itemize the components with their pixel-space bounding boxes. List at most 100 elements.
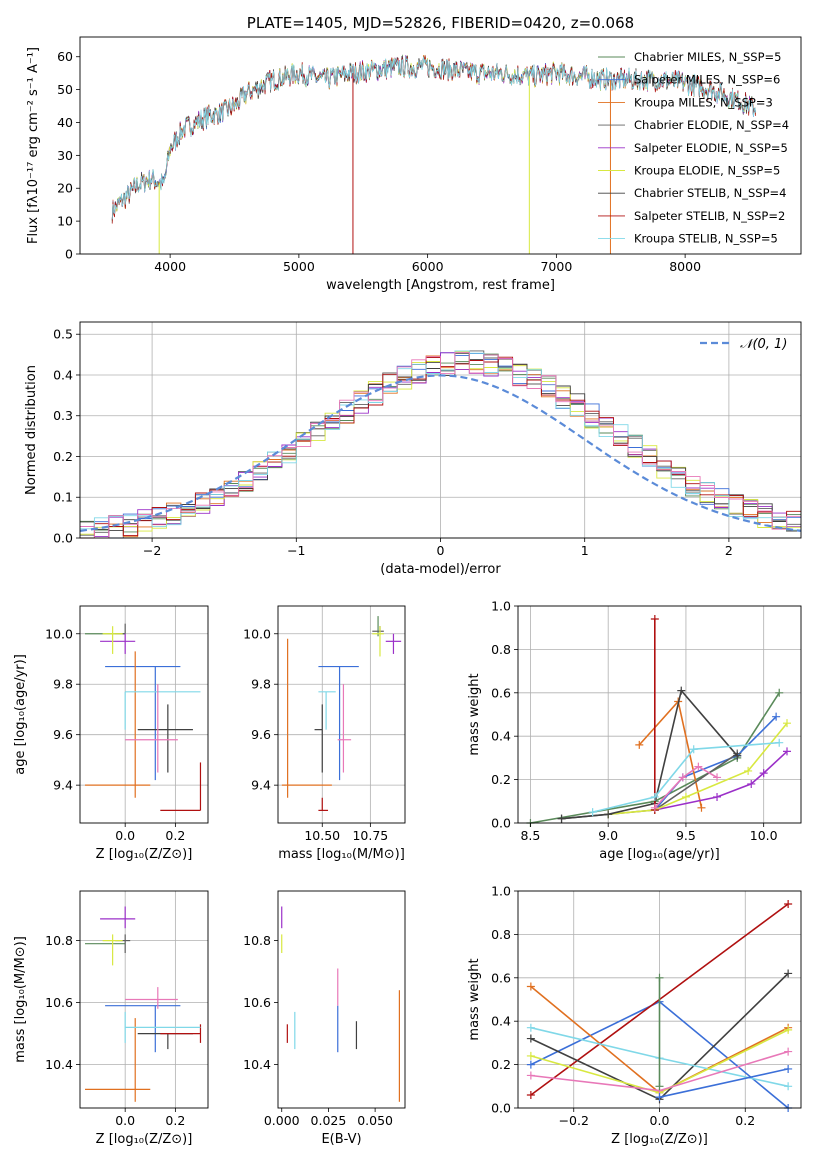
error-bar-point xyxy=(102,934,123,966)
x-tick-label: 9.0 xyxy=(598,828,618,843)
plus-marker xyxy=(784,900,793,909)
error-bar-point xyxy=(124,691,201,730)
plus-marker xyxy=(747,779,756,788)
spectrum-line xyxy=(111,56,757,220)
y-tick-label: 1.0 xyxy=(491,599,511,614)
x-axis-label: Z [log₁₀(Z/Z⊙)] xyxy=(611,1132,708,1147)
plus-marker xyxy=(650,792,659,801)
error-bar-point xyxy=(100,633,136,654)
plus-marker xyxy=(588,808,597,817)
plus-marker xyxy=(775,738,784,747)
grid-lines xyxy=(80,606,208,823)
axes-frame xyxy=(79,321,802,539)
y-tick-label: 0.4 xyxy=(491,1014,511,1029)
plus-marker xyxy=(526,1051,535,1060)
y-axis-label: Normed distribution xyxy=(24,365,39,495)
y-tick-label: 0 xyxy=(65,247,73,262)
error-bar-point xyxy=(102,626,123,654)
error-bar-point xyxy=(385,633,402,654)
plot-area xyxy=(79,350,802,539)
x-tick-label: 6000 xyxy=(412,259,444,274)
y-tick-label: 9.8 xyxy=(251,677,271,692)
y-tick-label: 0.2 xyxy=(53,449,73,464)
y-tick-label: 0.3 xyxy=(53,408,73,423)
y-tick-label: 0.8 xyxy=(491,642,511,657)
legend-entry: Chabrier ELODIE, N_SSP=4 xyxy=(634,118,789,132)
x-tick-label: 1 xyxy=(581,543,589,558)
plus-marker xyxy=(772,712,781,721)
y-axis-label: Flux [fλ10⁻¹⁷ erg cm⁻² s⁻¹ A⁻¹] xyxy=(26,47,41,244)
error-bar-point xyxy=(318,665,359,781)
y-tick-label: 10.8 xyxy=(45,933,73,948)
plus-marker xyxy=(604,810,613,819)
series-line xyxy=(592,741,780,813)
y-tick-label: 10.6 xyxy=(243,995,271,1010)
series-line xyxy=(654,765,718,809)
y-tick-label: 0.8 xyxy=(491,927,511,942)
plus-marker xyxy=(655,1082,664,1091)
x-axis-label: Z [log₁₀(Z/Z⊙)] xyxy=(96,1132,193,1147)
x-tick-label: 0 xyxy=(437,543,445,558)
plot-area xyxy=(85,623,202,811)
legend-entry: Kroupa ELODIE, N_SSP=5 xyxy=(634,164,780,178)
error-bar-point xyxy=(281,638,332,798)
error-bar-point xyxy=(314,704,323,773)
plus-marker xyxy=(557,814,566,823)
legend-entry: Kroupa STELIB, N_SSP=5 xyxy=(634,232,778,246)
y-tick-label: 9.6 xyxy=(53,727,73,742)
plus-marker xyxy=(678,773,687,782)
y-tick-label: 10.8 xyxy=(243,933,271,948)
legend-entry: Salpeter STELIB, N_SSP=2 xyxy=(634,209,785,223)
plus-marker xyxy=(526,1034,535,1043)
series-line xyxy=(659,1068,789,1098)
chart-title: PLATE=1405, MJD=52826, FIBERID=0420, z=0… xyxy=(247,14,634,32)
y-tick-label: 9.6 xyxy=(251,727,271,742)
y-tick-label: 1.0 xyxy=(491,884,511,899)
plus-marker xyxy=(526,1090,535,1099)
error-bar-point xyxy=(318,797,329,811)
x-tick-label: 10.50 xyxy=(304,828,340,843)
y-tick-label: 9.4 xyxy=(53,778,73,793)
error-bar-point xyxy=(372,626,384,657)
histogram-step xyxy=(80,352,801,539)
plus-marker xyxy=(526,982,535,991)
x-tick-label: 5000 xyxy=(283,259,315,274)
y-tick-label: 9.8 xyxy=(53,677,73,692)
error-bar-point xyxy=(115,623,126,635)
y-tick-label: 0.1 xyxy=(53,490,73,505)
x-tick-label: 7000 xyxy=(540,259,572,274)
y-tick-label: 9.4 xyxy=(251,778,271,793)
series-line xyxy=(561,688,738,820)
legend-entry: Kroupa MILES, N_SSP=3 xyxy=(634,95,773,109)
error-bar-point xyxy=(160,762,202,811)
x-tick-label: 0.2 xyxy=(735,1113,755,1128)
plus-marker xyxy=(650,615,659,624)
y-tick-label: 10.4 xyxy=(45,1057,73,1072)
legend-entry: Chabrier STELIB, N_SSP=4 xyxy=(634,186,786,200)
y-tick-label: 0.6 xyxy=(491,685,511,700)
y-tick-label: 40 xyxy=(57,115,73,130)
plus-marker xyxy=(784,1064,793,1073)
error-bar-point xyxy=(125,684,178,773)
plus-marker xyxy=(650,803,659,812)
plus-marker xyxy=(635,740,644,749)
x-tick-label: 0.2 xyxy=(165,1113,185,1128)
axes-frame xyxy=(517,605,802,824)
panel-age_vs_Z: 0.0 0.2 9.4 9.6 9.8 10.0 Z [log₁₀(Z/Z⊙)] age [l… xyxy=(13,605,209,862)
y-tick-label: 10 xyxy=(57,214,73,229)
y-tick-label: 10.0 xyxy=(45,626,73,641)
plot-area xyxy=(281,906,400,1102)
x-tick-label: 8.5 xyxy=(520,828,540,843)
y-tick-label: 0.4 xyxy=(491,729,511,744)
axes-frame xyxy=(79,36,802,255)
error-bar-point xyxy=(100,906,136,929)
x-tick-label: −2 xyxy=(143,543,161,558)
plus-marker xyxy=(759,769,768,778)
x-axis-label: E(B-V) xyxy=(321,1132,361,1147)
panel-spectrum: 4000 5000 6000 7000 8000 0 10 20 30 40 50 60 wavelen… xyxy=(26,14,802,293)
plus-marker xyxy=(713,773,722,782)
y-axis-label: mass weight xyxy=(467,673,482,755)
x-axis-label: mass [log₁₀(M/M⊙)] xyxy=(278,847,405,862)
plus-marker xyxy=(694,762,703,771)
x-tick-label: 0.050 xyxy=(357,1113,393,1128)
